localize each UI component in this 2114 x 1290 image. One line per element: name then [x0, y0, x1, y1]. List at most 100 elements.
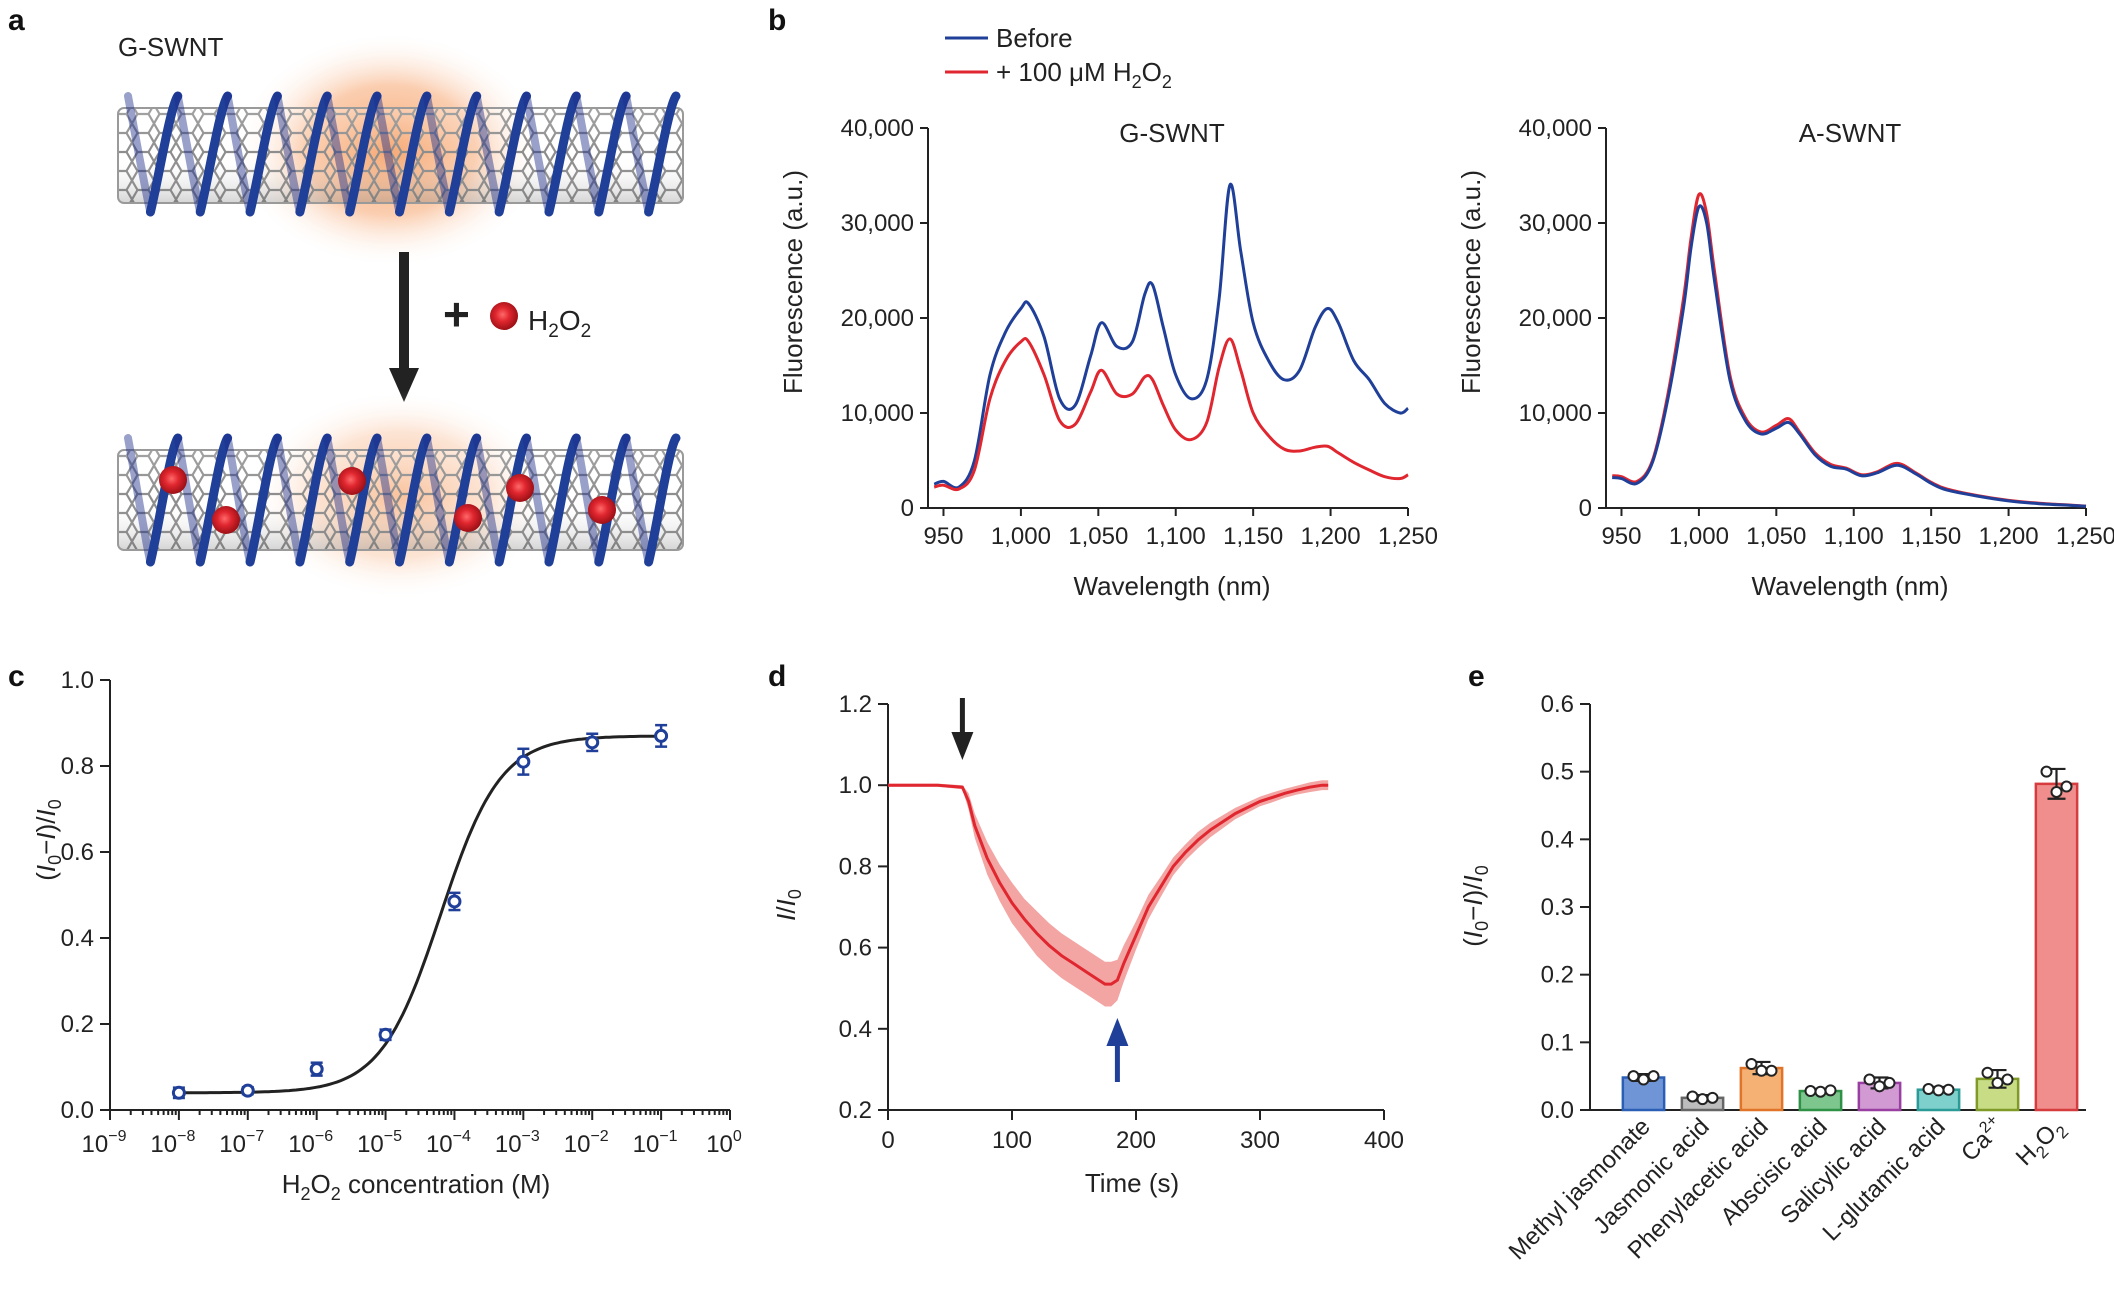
chart-title: A-SWNT	[1799, 118, 1902, 148]
y-tick-label: 0.4	[1541, 826, 1574, 853]
fit-curve	[178, 734, 662, 1095]
replicate-point	[1922, 1083, 1935, 1096]
removal-arrowhead-icon	[1106, 1018, 1129, 1046]
data-point	[654, 728, 669, 743]
y-tick-label: 0.6	[839, 935, 872, 962]
legend-before-label: Before	[996, 23, 1073, 53]
mean-line	[888, 783, 1329, 986]
y-tick-label: 0.0	[61, 1097, 94, 1124]
replicate-point	[1873, 1080, 1886, 1093]
y-tick-label: 0.2	[839, 1097, 872, 1124]
x-tick-label: 10−4	[426, 1128, 471, 1158]
replicate-point	[1745, 1057, 1758, 1070]
x-tick-label: 1,150	[1223, 523, 1283, 550]
y-tick-label: 30,000	[1519, 210, 1592, 237]
x-axis-label: Wavelength (nm)	[1752, 571, 1949, 601]
x-tick-label: 10−8	[150, 1128, 195, 1158]
replicate-point	[2050, 785, 2063, 798]
x-tick-label: 100	[706, 1128, 742, 1158]
tube-label: G-SWNT	[118, 32, 224, 62]
x-tick-label: 1,100	[1824, 523, 1884, 550]
replicate-point	[1932, 1084, 1945, 1097]
series-line-before	[1612, 204, 2087, 508]
helix-front-strand	[444, 91, 482, 217]
y-tick-label: 0	[1579, 495, 1592, 522]
removal-arrow-icon	[1114, 1040, 1120, 1082]
y-tick-label: 0.3	[1541, 894, 1574, 921]
x-tick-label: 10−7	[219, 1128, 264, 1158]
h2o2-bound-icon	[588, 496, 616, 524]
helix-front-strand	[444, 433, 482, 567]
replicate-point	[1991, 1076, 2004, 1089]
replicate-point	[2060, 780, 2073, 793]
y-tick-label: 30,000	[841, 210, 914, 237]
replicate-point	[1706, 1091, 1719, 1104]
x-tick-label: 400	[1364, 1127, 1404, 1154]
dna-helix	[124, 91, 681, 217]
chart-c-dose-response: (I0−I)/I0 H2O2 concentration (M) 10−9 10−…	[31, 667, 742, 1204]
x-tick-label: 1,050	[1746, 523, 1806, 550]
plus-sign: +	[443, 288, 470, 340]
x-tick-label: 10−1	[633, 1128, 678, 1158]
addition-arrow-icon	[959, 698, 965, 738]
x-tick-label: 1,100	[1146, 523, 1206, 550]
y-tick-label: 0.2	[61, 1011, 94, 1038]
x-tick-label: 10−9	[82, 1128, 127, 1158]
panel-label-b: b	[768, 4, 786, 37]
panel-a: G-SWNT + H2O2	[117, 32, 684, 600]
y-tick-label: 20,000	[841, 305, 914, 332]
replicate-point	[1686, 1090, 1699, 1103]
h2o2-bound-icon	[212, 506, 240, 534]
legend-after-label: + 100 μM H2O2	[996, 57, 1172, 92]
data-point	[585, 735, 600, 750]
y-tick-label: 0.4	[61, 925, 94, 952]
chart-b-a-swnt: A-SWNT Fluorescence (a.u.) Wavelength (n…	[1456, 115, 2114, 601]
y-tick-label: 0.0	[1541, 1097, 1574, 1124]
y-tick-label: 1.2	[839, 691, 872, 718]
bar	[2034, 782, 2079, 1112]
x-tick-label: 300	[1240, 1127, 1280, 1154]
helix-front-strand	[395, 433, 432, 567]
helix-front-strand	[644, 433, 681, 567]
y-tick-label: 0.5	[1541, 759, 1574, 786]
helix-front-strand	[544, 433, 581, 567]
helix-front-strand	[245, 91, 282, 217]
replicate-point	[1883, 1076, 1896, 1089]
category-label: Ca2+	[1955, 1112, 2010, 1167]
replicate-point	[2001, 1073, 2014, 1086]
x-tick-label: 10−6	[288, 1128, 333, 1158]
y-tick-label: 1.0	[839, 772, 872, 799]
y-axis-label: I/I0	[771, 889, 805, 921]
helix-front-strand	[345, 433, 382, 567]
helix-front-strand	[295, 433, 332, 567]
x-tick-label: 1,000	[1669, 523, 1729, 550]
h2o2-bound-icon	[159, 466, 187, 494]
h2o2-bound-icon	[338, 467, 366, 495]
x-tick-label: 1,000	[991, 523, 1051, 550]
helix-front-strand	[195, 91, 233, 217]
x-tick-label: 200	[1116, 1127, 1156, 1154]
addition-arrowhead-icon	[951, 732, 974, 760]
x-axis-label: Wavelength (nm)	[1074, 571, 1271, 601]
helix-front-strand	[345, 91, 382, 217]
helix-front-strand	[544, 91, 581, 217]
series-line-before	[933, 182, 1409, 490]
x-tick-label: 1,150	[1901, 523, 1961, 550]
chart-d-reversibility: I/I0 Time (s) 0 100 200 300 400 0.2 0.4 0.6 0.8 1…	[771, 691, 1404, 1198]
h2o2-bound-icon	[454, 504, 482, 532]
replicate-point	[1627, 1070, 1640, 1083]
x-tick-label: 950	[1601, 523, 1641, 550]
panel-label-e: e	[1468, 660, 1485, 693]
y-tick-label: 0.6	[61, 839, 94, 866]
helix-front-strand	[195, 433, 233, 567]
panel-label-d: d	[768, 660, 786, 693]
y-axis-label: Fluorescence (a.u.)	[778, 170, 808, 394]
panel-label-c: c	[8, 660, 25, 693]
replicate-point	[1765, 1064, 1778, 1077]
x-tick-label: 10−3	[495, 1128, 540, 1158]
data-point	[447, 894, 462, 909]
y-tick-label: 0.8	[61, 753, 94, 780]
x-tick-label: 1,200	[1301, 523, 1361, 550]
y-tick-label: 10,000	[841, 400, 914, 427]
